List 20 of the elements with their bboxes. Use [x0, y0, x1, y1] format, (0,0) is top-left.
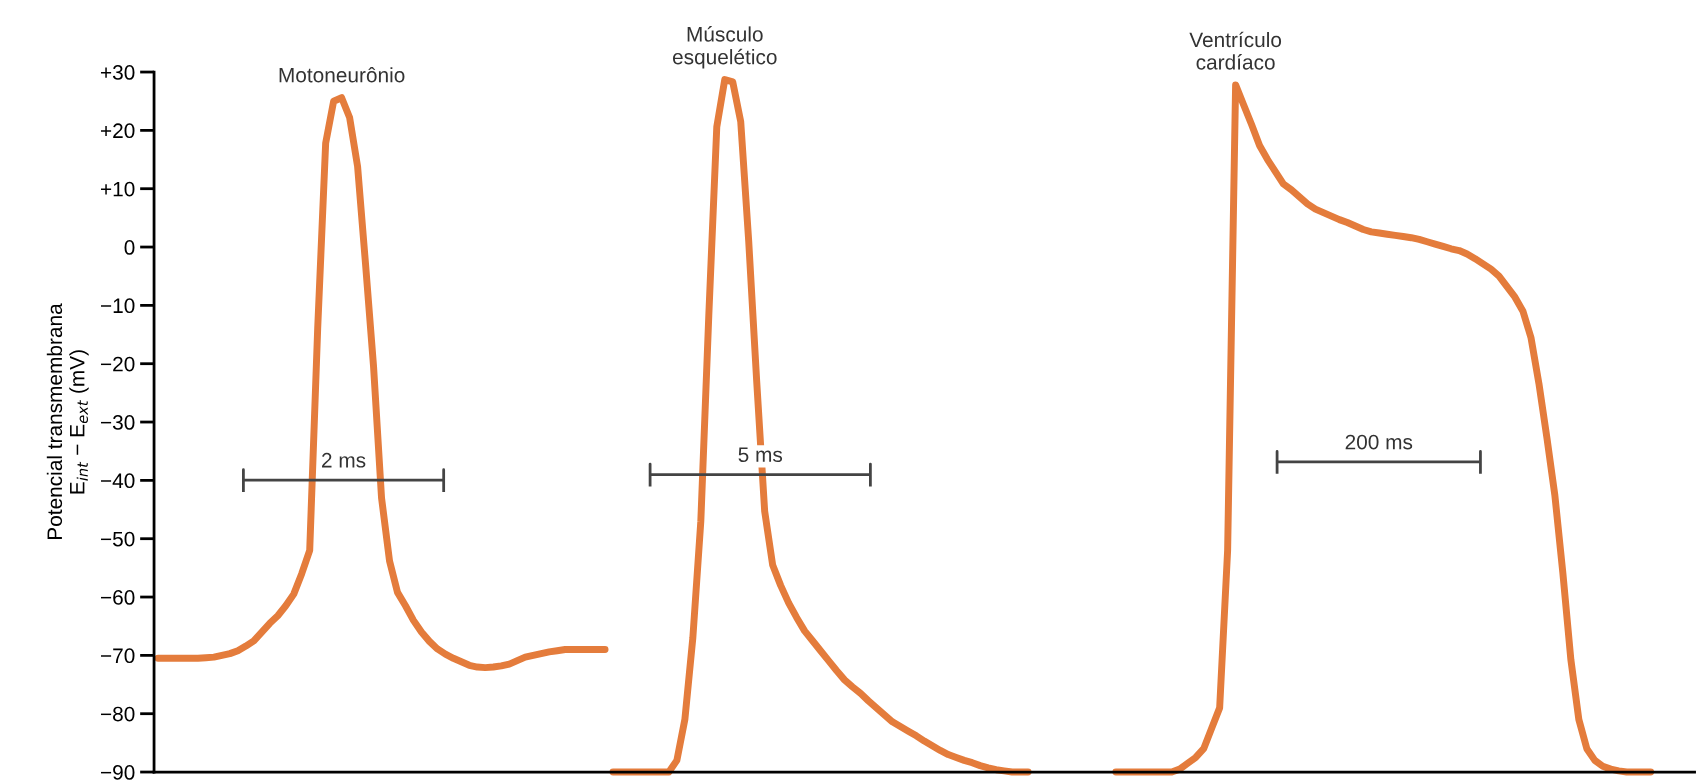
y-tick-label: −10 — [100, 298, 135, 314]
series-label: Motoneurônio — [279, 67, 405, 83]
y-tick-label: −40 — [100, 473, 135, 489]
y-tick-label: 0 — [124, 240, 135, 255]
y-tick-label: −20 — [100, 356, 135, 372]
series-label: Ventrículo cardíaco — [1189, 31, 1282, 70]
y-tick-label: −80 — [100, 706, 135, 722]
annotation: 200 ms — [1345, 434, 1413, 450]
y-tick-label: −90 — [100, 765, 135, 780]
y-tick-label: −50 — [100, 531, 135, 547]
y-tick-label: −60 — [100, 590, 135, 605]
y-tick-label: +30 — [100, 65, 135, 80]
y-axis-title: Potencial transmembrana E$_{int}$ − E$_{ext}$ (mV) — [46, 303, 89, 540]
annotation: 2 ms — [322, 452, 366, 468]
annotation: 5 ms — [738, 447, 783, 463]
series-label: Músculo esquelético — [672, 26, 777, 69]
y-tick-label: +20 — [100, 123, 135, 139]
y-tick-label: −70 — [100, 648, 135, 664]
y-tick-label: +10 — [100, 181, 135, 197]
y-tick-label: −30 — [100, 415, 135, 430]
